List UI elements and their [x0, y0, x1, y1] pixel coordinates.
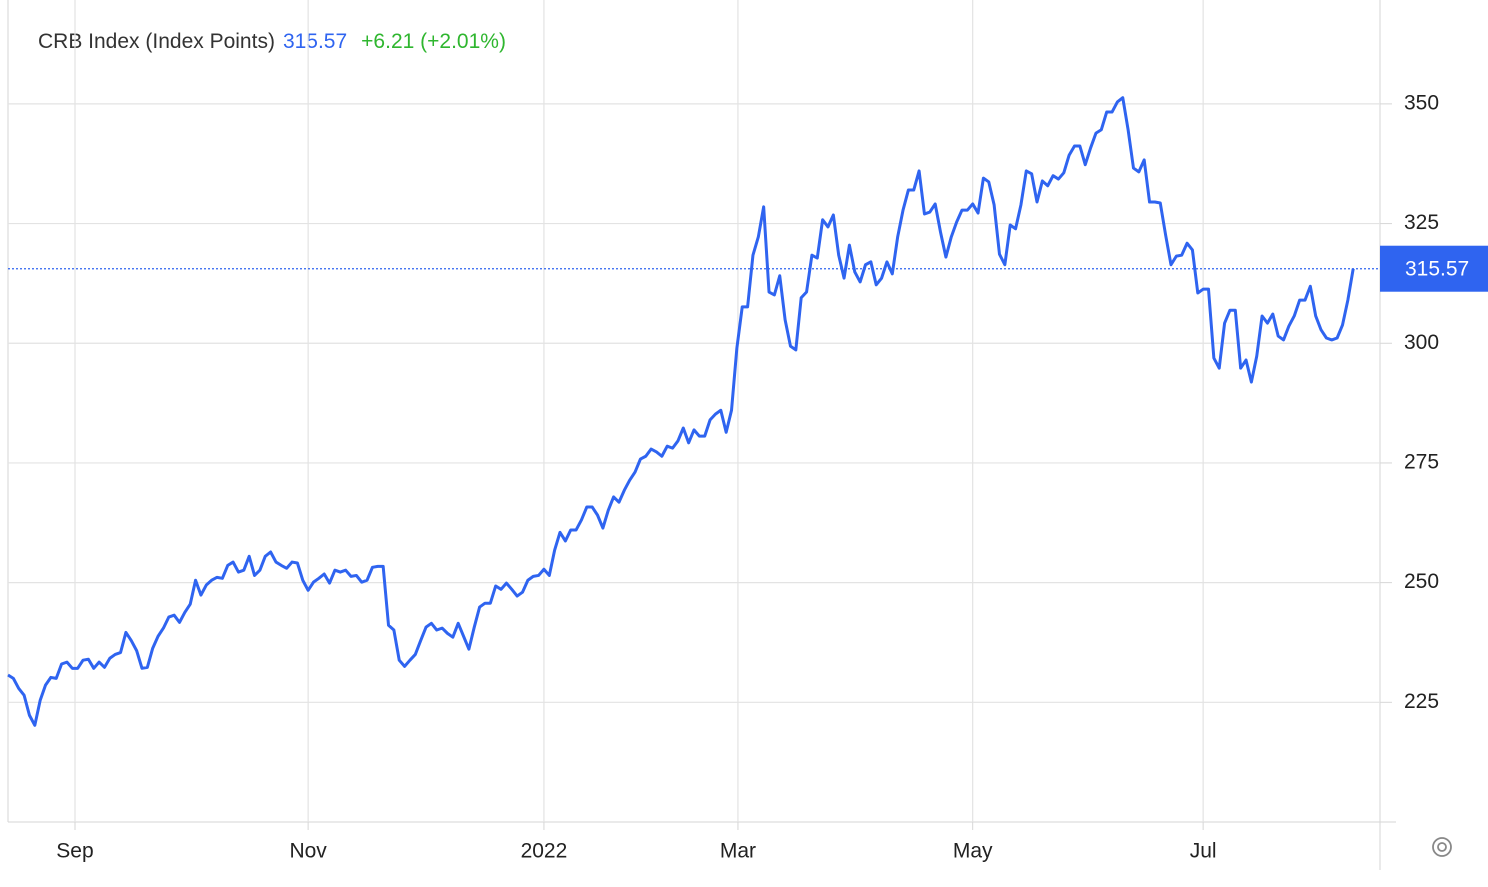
gear-inner [1437, 842, 1447, 852]
x-tick-label: May [953, 840, 993, 863]
y-tick-label: 325 [1404, 211, 1439, 234]
y-tick-label: 275 [1404, 450, 1439, 473]
header: CRB Index (Index Points) 315.57 +6.21 (+2.… [38, 30, 506, 53]
settings-icon[interactable] [1432, 837, 1452, 857]
x-tick-label: Mar [720, 840, 756, 863]
last-value-box [1380, 245, 1488, 292]
gear-outer [1432, 837, 1452, 857]
x-tick-label: Nov [289, 840, 327, 863]
y-tick-label: 350 [1404, 91, 1439, 114]
y-tick-label: 300 [1404, 331, 1439, 354]
x-tick-label: Sep [56, 840, 93, 863]
last-value: 315.57 [283, 30, 347, 53]
last-value-label: 315.57 [1405, 257, 1469, 280]
price-line [7, 96, 1355, 727]
chart-title: CRB Index (Index Points) [38, 30, 275, 53]
y-tick-label: 250 [1404, 570, 1439, 593]
y-tick-label: 225 [1404, 690, 1439, 713]
x-tick-label: 2022 [521, 840, 568, 863]
change: +6.21 (+2.01%) [361, 30, 506, 53]
x-tick-label: Jul [1190, 840, 1217, 863]
